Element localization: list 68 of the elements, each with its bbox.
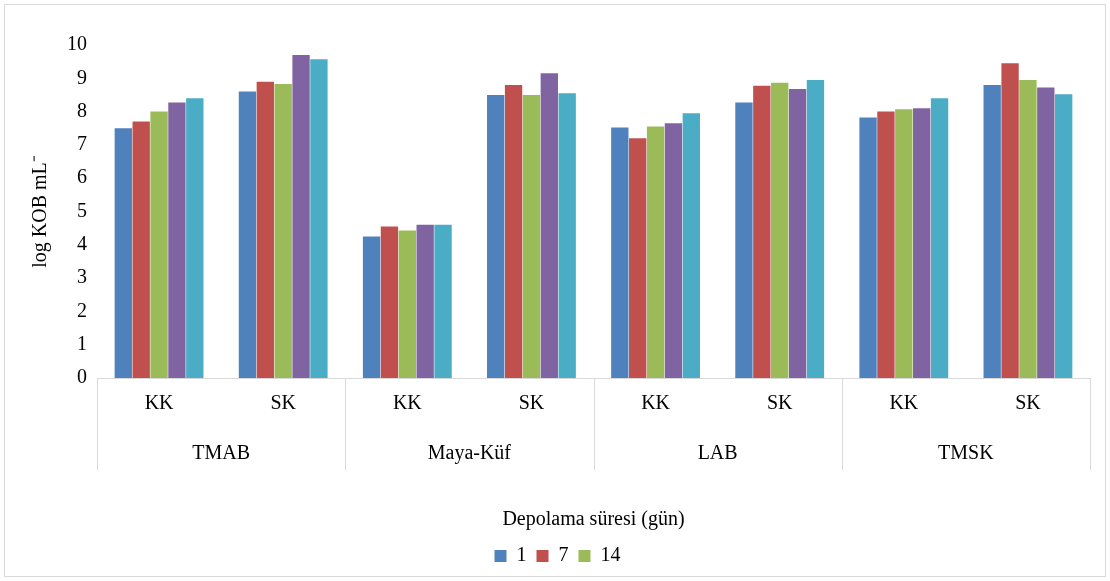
bar [132, 121, 150, 378]
bar [522, 94, 541, 378]
bar [380, 226, 399, 378]
text: TMAB [192, 441, 251, 464]
y-tick-label: 7 [77, 132, 87, 155]
bar [753, 85, 771, 378]
y-axis-title: log KOB mL⁻ [28, 155, 52, 268]
bar [362, 236, 381, 378]
x-tick-label: SK [518, 391, 545, 414]
x-tick-label: KK [392, 391, 423, 414]
bar [398, 230, 416, 378]
y-tick-label: 8 [77, 98, 87, 121]
bar [274, 83, 292, 378]
bar [540, 73, 558, 378]
x-tick-label: SK [766, 391, 794, 414]
bar [806, 79, 825, 378]
x-tick-label: KK [641, 391, 671, 414]
bar [682, 113, 700, 378]
y-tick-label: 9 [77, 65, 87, 88]
x-tick-label: KK [889, 391, 919, 414]
bar [487, 94, 505, 378]
y-tick-label: 5 [77, 198, 87, 221]
text: TMSK [938, 441, 995, 464]
bar [735, 102, 753, 378]
bar [646, 126, 665, 378]
legend-label: 7 [558, 543, 569, 566]
y-tick-label: 6 [77, 165, 87, 188]
bar [930, 98, 949, 378]
text: LAB [697, 441, 738, 464]
bar [877, 111, 895, 378]
bar [771, 82, 789, 378]
bar [434, 224, 452, 378]
legend-label: 1 [516, 543, 527, 566]
bar [292, 54, 310, 378]
bar [168, 102, 186, 378]
bar [416, 224, 434, 378]
x-tick-label: SK [1015, 391, 1042, 414]
bar [310, 59, 328, 378]
bar [611, 127, 629, 378]
bar [859, 117, 877, 378]
bar [504, 84, 523, 378]
y-tick-label: 2 [77, 298, 87, 321]
y-tick-label: 1 [77, 331, 87, 354]
bar [629, 138, 647, 378]
bar [238, 91, 257, 378]
bar [114, 128, 132, 378]
y-tick-label: 3 [77, 265, 87, 288]
x-axis-title: Depolama süresi (gün) [502, 507, 685, 531]
bar [664, 123, 683, 378]
y-tick-label: 4 [77, 232, 87, 255]
x-tick-label: KK [144, 391, 175, 414]
y-tick-label: 10 [67, 32, 87, 55]
bar [1001, 63, 1019, 378]
bar [1019, 79, 1037, 378]
legend-label: 14 [600, 543, 621, 566]
bar [895, 109, 913, 378]
bar [150, 111, 168, 378]
bar [983, 84, 1001, 378]
bar [788, 88, 807, 378]
text: Maya-Küf [427, 441, 512, 465]
bar [256, 81, 274, 378]
y-tick-label: 0 [77, 365, 87, 388]
bar [558, 93, 576, 378]
bar [186, 98, 204, 378]
bar [913, 108, 931, 378]
x-tick-label: SK [270, 391, 297, 414]
bar [1055, 94, 1073, 378]
bar [1037, 87, 1055, 378]
